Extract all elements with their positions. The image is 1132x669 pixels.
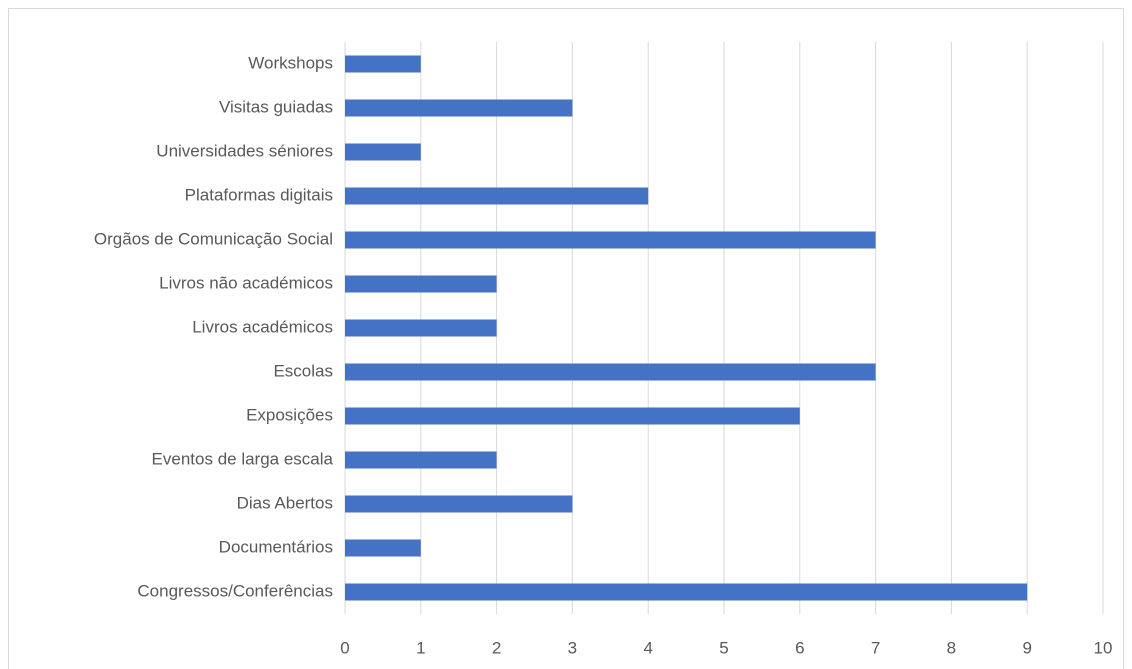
- bar: [345, 99, 573, 117]
- x-tick-label: 9: [1022, 638, 1031, 657]
- y-tick-label: Congressos/Conferências: [137, 581, 333, 600]
- y-tick-label: Exposições: [246, 405, 333, 424]
- y-tick-label: Documentários: [219, 537, 333, 556]
- x-tick-label: 10: [1094, 638, 1113, 657]
- x-tick-label: 8: [947, 638, 956, 657]
- bar: [345, 407, 800, 425]
- y-tick-label: Plataformas digitais: [185, 185, 333, 204]
- bar: [345, 143, 421, 161]
- y-tick-label: Dias Abertos: [237, 493, 333, 512]
- y-tick-label: Eventos de larga escala: [152, 449, 334, 468]
- x-tick-label: 1: [416, 638, 425, 657]
- bar: [345, 451, 497, 469]
- x-tick-label: 2: [492, 638, 501, 657]
- y-tick-label: Livros académicos: [192, 317, 333, 336]
- y-tick-label: Workshops: [248, 53, 333, 72]
- y-tick-label: Universidades séniores: [156, 141, 333, 160]
- bar: [345, 495, 573, 513]
- y-tick-label: Escolas: [273, 361, 333, 380]
- x-tick-label: 5: [719, 638, 728, 657]
- bar: [345, 231, 876, 249]
- bar: [345, 363, 876, 381]
- chart-border: [8, 8, 1124, 669]
- y-tick-label: Orgãos de Comunicação Social: [94, 229, 333, 248]
- bar: [345, 319, 497, 337]
- x-tick-label: 7: [871, 638, 880, 657]
- bar: [345, 55, 421, 73]
- x-tick-label: 4: [643, 638, 652, 657]
- bar: [345, 187, 649, 205]
- x-tick-label: 3: [568, 638, 577, 657]
- x-tick-label: 6: [795, 638, 804, 657]
- y-tick-label: Visitas guiadas: [219, 97, 333, 116]
- bar: [345, 539, 421, 557]
- bar: [345, 583, 1028, 601]
- bar: [345, 275, 497, 293]
- y-tick-label: Livros não académicos: [159, 273, 333, 292]
- x-tick-label: 0: [340, 638, 349, 657]
